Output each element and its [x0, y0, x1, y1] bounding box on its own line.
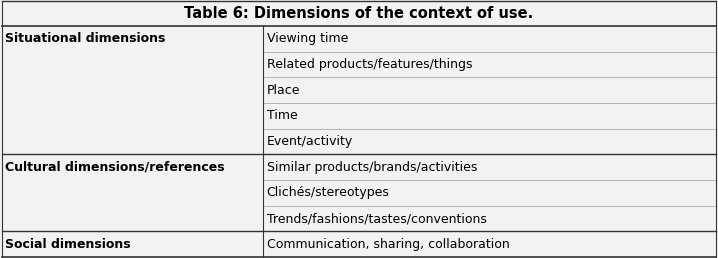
- Text: Cultural dimensions/references: Cultural dimensions/references: [5, 161, 225, 174]
- Text: Similar products/brands/activities: Similar products/brands/activities: [266, 161, 477, 174]
- Text: Communication, sharing, collaboration: Communication, sharing, collaboration: [266, 238, 509, 251]
- Text: Social dimensions: Social dimensions: [5, 238, 131, 251]
- Text: Place: Place: [266, 84, 300, 97]
- Text: Situational dimensions: Situational dimensions: [5, 32, 165, 45]
- Text: Trends/fashions/tastes/conventions: Trends/fashions/tastes/conventions: [266, 212, 487, 225]
- Text: Viewing time: Viewing time: [266, 32, 348, 45]
- Text: Table 6: Dimensions of the context of use.: Table 6: Dimensions of the context of us…: [185, 5, 533, 20]
- Text: Event/activity: Event/activity: [266, 135, 353, 148]
- Text: Related products/features/things: Related products/features/things: [266, 58, 472, 71]
- Text: Clichés/stereotypes: Clichés/stereotypes: [266, 186, 389, 199]
- Text: Time: Time: [266, 109, 297, 122]
